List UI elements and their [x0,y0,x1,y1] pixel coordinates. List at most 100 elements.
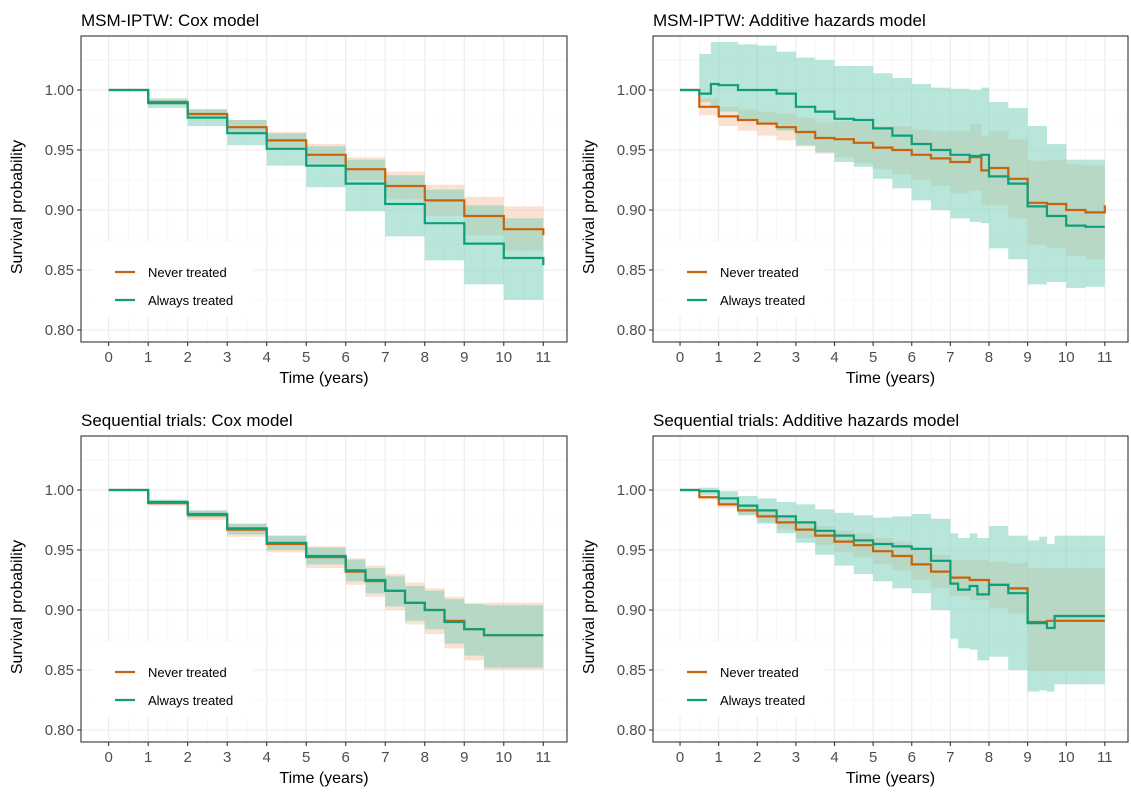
x-tick-label: 5 [869,349,877,366]
y-tick-label: 0.95 [617,542,646,559]
x-tick-label: 4 [830,349,838,366]
x-tick-label: 9 [1023,349,1031,366]
x-tick-label: 4 [263,749,271,766]
x-tick-label: 2 [184,349,192,366]
y-tick-label: 0.90 [45,602,74,619]
y-tick-label: 0.95 [45,142,74,159]
panel-border [652,35,1129,343]
legend-label-always-treated: Always treated [720,293,805,308]
legend: Never treated Always treated [93,241,253,316]
y-tick-label: 0.85 [45,662,74,679]
legend-background [93,241,253,316]
chart-title: Sequential trials: Cox model [81,411,293,430]
y-axis-title: Survival probability [9,540,26,674]
y-tick-label: 0.80 [45,322,74,339]
x-axis-title: Time (years) [279,370,368,387]
chart-title: Sequential trials: Additive hazards mode… [653,411,959,430]
y-tick-label: 0.85 [45,262,74,279]
y-tick-label: 0.85 [617,662,646,679]
x-tick-label: 1 [714,349,722,366]
chart-title: MSM-IPTW: Additive hazards model [653,11,926,30]
x-tick-label: 3 [223,749,231,766]
y-axis-title: Survival probability [9,140,26,274]
y-tick-label: 0.85 [617,262,646,279]
x-tick-label: 2 [184,749,192,766]
x-tick-label: 10 [495,349,512,366]
x-tick-label: 11 [536,349,552,366]
y-tick-label: 0.90 [617,202,646,219]
y-tick-label: 1.00 [45,482,74,499]
y-tick-label: 0.90 [45,202,74,219]
series-line-always-treated [680,82,1105,228]
x-tick-label: 6 [908,349,916,366]
panel-border [80,35,568,343]
x-tick-label: 9 [1023,749,1031,766]
x-tick-label: 10 [1058,749,1075,766]
x-tick-label: 7 [381,349,389,366]
x-tick-label: 3 [792,749,800,766]
ci-band-always-treated [108,90,544,310]
plot-area [108,88,545,310]
y-tick-label: 0.95 [617,142,646,159]
y-tick-label: 0.80 [617,722,646,739]
series-line-never-treated [680,488,1105,624]
panel-1: 0 1 2 3 4 5 6 7 8 9 10 11 0.80 0.85 0.90 0.95 1.00 MSM-IP… [9,11,568,387]
x-tick-label: 3 [792,349,800,366]
x-tick-label: 8 [985,749,993,766]
y-tick-label: 1.00 [617,82,646,99]
x-tick-label: 8 [985,349,993,366]
x-tick-label: 5 [869,749,877,766]
x-tick-label: 5 [302,749,310,766]
ci-band-always-treated [108,490,544,668]
legend-background [665,641,825,716]
plot-area [108,488,544,670]
x-tick-label: 10 [495,749,512,766]
panel-3: 0 1 2 3 4 5 6 7 8 9 10 11 0.80 0.85 0.90 0.95 1.00 Sequen… [9,411,568,787]
legend-label-never-treated: Never treated [148,665,227,680]
series-line-always-treated [680,488,1105,630]
x-tick-label: 9 [460,349,468,366]
series-line-always-treated [108,488,544,637]
legend-label-never-treated: Never treated [720,265,799,280]
y-tick-label: 0.95 [45,542,74,559]
x-axis-title: Time (years) [279,770,368,787]
x-tick-label: 0 [104,349,112,366]
panel-border [652,435,1129,743]
series-line-always-treated [108,88,545,266]
legend: Never treated Always treated [665,641,825,716]
legend: Never treated Always treated [93,641,253,716]
x-axis-title: Time (years) [846,370,935,387]
x-tick-label: 8 [421,749,429,766]
y-axis-title: Survival probability [581,140,598,274]
x-axis-title: Time (years) [846,770,935,787]
x-tick-label: 1 [144,749,152,766]
x-tick-label: 4 [263,349,271,366]
legend-label-always-treated: Always treated [148,693,233,708]
x-tick-label: 7 [946,349,954,366]
panel-4: 0 1 2 3 4 5 6 7 8 9 10 11 0.80 0.85 0.90 0.95 1.00 Sequen… [581,411,1129,787]
y-tick-label: 0.80 [617,322,646,339]
panel-2: 0 1 2 3 4 5 6 7 8 9 10 11 0.80 0.85 0.90 0.95 1.00 MSM-IP… [581,11,1129,387]
x-tick-label: 8 [421,349,429,366]
x-tick-label: 6 [908,749,916,766]
legend-label-never-treated: Never treated [720,665,799,680]
x-tick-label: 0 [676,349,684,366]
legend-label-always-treated: Always treated [720,693,805,708]
chart-title: MSM-IPTW: Cox model [81,11,259,30]
x-tick-label: 11 [1097,749,1113,766]
ci-band-always-treated [680,487,1105,692]
y-tick-label: 0.80 [45,722,74,739]
x-tick-label: 2 [753,349,761,366]
x-tick-label: 7 [946,749,954,766]
x-tick-label: 6 [342,749,350,766]
legend: Never treated Always treated [665,241,825,316]
legend-label-never-treated: Never treated [148,265,227,280]
x-tick-label: 11 [1097,349,1113,366]
x-tick-label: 4 [830,749,838,766]
y-axis-title: Survival probability [581,540,598,674]
x-tick-label: 9 [460,749,468,766]
x-tick-label: 0 [104,749,112,766]
plot-area [680,487,1105,692]
x-tick-label: 6 [342,349,350,366]
